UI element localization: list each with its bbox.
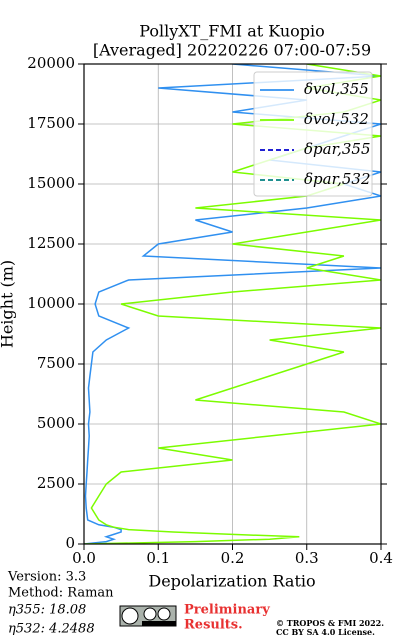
- preliminary: Results.: [184, 618, 243, 633]
- eta355: η355: 18.08: [8, 603, 86, 618]
- legend-label: δvol,532: [304, 110, 369, 128]
- y-tick-label: 0: [65, 534, 75, 552]
- legend: [253, 71, 373, 197]
- y-tick-label: 15000: [27, 174, 75, 192]
- copyright: © TROPOS & FMI 2022.: [276, 618, 384, 628]
- preliminary: Preliminary: [184, 603, 270, 618]
- y-tick-label: 7500: [37, 354, 75, 372]
- version: Version: 3.3: [7, 570, 86, 585]
- x-axis-label: Depolarization Ratio: [148, 572, 315, 591]
- x-tick-label: 0.1: [146, 549, 170, 567]
- y-tick-label: 2500: [37, 474, 75, 492]
- x-tick-label: 0.3: [295, 549, 319, 567]
- chart-title: PollyXT_FMI at Kuopio: [139, 22, 325, 41]
- y-tick-label: 17500: [27, 114, 75, 132]
- y-tick-label: 5000: [37, 414, 75, 432]
- method: Method: Raman: [8, 586, 114, 601]
- y-tick-label: 12500: [27, 234, 75, 252]
- legend-label: δvol,355: [304, 80, 369, 98]
- copyright: CC BY SA 4.0 License.: [276, 627, 375, 637]
- legend-label: δpar,532: [304, 170, 371, 188]
- x-tick-label: 0.0: [72, 549, 96, 567]
- x-tick-label: 0.2: [221, 549, 245, 567]
- cc-icon: [119, 605, 177, 627]
- y-axis-label: Height (m): [0, 260, 17, 348]
- legend-entries: δvol,355 δvol,532 δpar,355 δpar,532: [260, 80, 371, 188]
- y-tick-label: 20000: [27, 54, 75, 72]
- y-tick-label: 10000: [27, 294, 75, 312]
- chart-subtitle: [Averaged] 20220226 07:00-07:59: [93, 41, 371, 60]
- eta532: η532: 4.2488: [8, 622, 95, 637]
- legend-label: δpar,355: [304, 140, 371, 158]
- x-tick-label: 0.4: [369, 549, 393, 567]
